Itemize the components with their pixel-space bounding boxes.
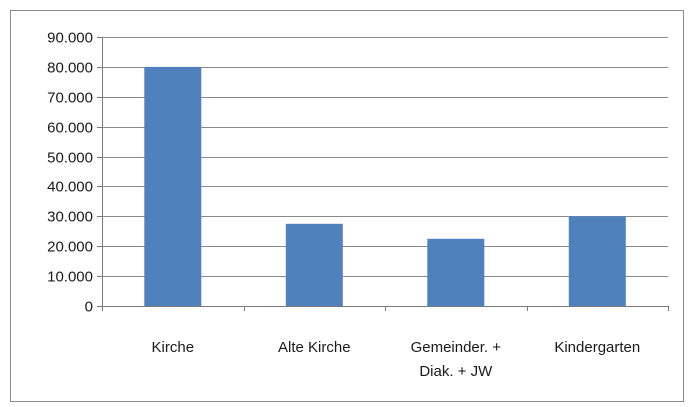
y-tick-label: 90.000 <box>47 30 93 47</box>
bar <box>568 216 626 306</box>
y-tick-label: 40.000 <box>47 179 93 196</box>
y-tick-label: 50.000 <box>47 150 93 167</box>
y-tick-label: 10.000 <box>47 269 93 286</box>
y-tick-label: 20.000 <box>47 239 93 256</box>
y-axis-tick-labels: 0 10.000 20.000 30.000 40.000 50.000 60.000 70.… <box>47 30 93 316</box>
x-category-label-line: Diak. + JW <box>419 363 493 380</box>
x-category-label-line: Kirche <box>152 339 195 356</box>
x-category-label-line: Gemeinder. + <box>411 339 502 356</box>
bars <box>144 66 626 307</box>
bar <box>285 223 343 306</box>
x-axis-category-labels: Kirche Alte Kirche Gemeinder. + Diak. + JW K… <box>152 339 641 380</box>
y-tick-label: 70.000 <box>47 90 93 107</box>
y-tick-label: 30.000 <box>47 209 93 226</box>
x-category-label: Gemeinder. + Diak. + JW <box>411 339 502 380</box>
y-tick-label: 60.000 <box>47 120 93 137</box>
y-tick-label: 80.000 <box>47 60 93 77</box>
x-category-label-line: Kindergarten <box>554 339 640 356</box>
x-category-label-line: Alte Kirche <box>278 339 351 356</box>
bar <box>427 238 485 307</box>
x-category-label: Kirche <box>152 339 195 356</box>
bar <box>144 66 202 307</box>
x-category-label: Alte Kirche <box>278 339 351 356</box>
x-category-label: Kindergarten <box>554 339 640 356</box>
axes <box>97 37 669 311</box>
y-tick-label: 0 <box>85 299 93 316</box>
chart-frame <box>10 10 684 402</box>
